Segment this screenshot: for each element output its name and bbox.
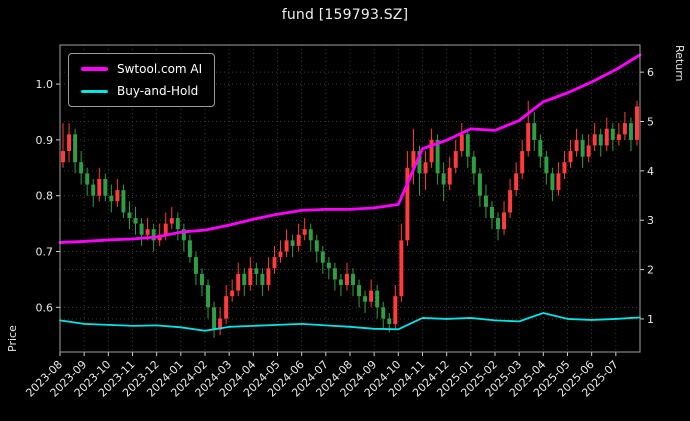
legend-label-swtool: Swtool.com AI: [117, 62, 203, 76]
chart-title: fund [159793.SZ]: [281, 7, 409, 23]
return-line-series: [58, 53, 642, 332]
candlestick-series: [61, 100, 639, 339]
axis-ticks-and-labels: 2023-082023-092023-102023-112023-122024-…: [23, 66, 654, 399]
svg-text:6: 6: [647, 66, 654, 79]
svg-text:0.9: 0.9: [36, 134, 54, 147]
legend-item-buyhold: Buy-and-Hold: [81, 84, 202, 98]
plot-frame: [59, 44, 641, 353]
legend-item-swtool: Swtool.com AI: [81, 62, 202, 76]
legend-line-swatch-buyhold: [81, 89, 108, 93]
legend-label-buyhold: Buy-and-Hold: [117, 84, 199, 98]
svg-text:5: 5: [647, 116, 654, 129]
legend: Swtool.com AI Buy-and-Hold: [68, 53, 216, 107]
legend-line-swatch-swtool: [81, 67, 108, 71]
svg-text:4: 4: [647, 165, 654, 178]
y-axis-label-return: Return: [673, 45, 686, 82]
svg-text:2: 2: [647, 264, 654, 277]
svg-text:1.0: 1.0: [36, 78, 54, 91]
svg-text:1: 1: [647, 313, 654, 326]
svg-text:3: 3: [647, 214, 654, 227]
gridlines: [59, 45, 640, 352]
svg-text:0.6: 0.6: [36, 301, 54, 314]
svg-text:0.8: 0.8: [36, 190, 54, 203]
svg-text:0.7: 0.7: [36, 246, 54, 259]
